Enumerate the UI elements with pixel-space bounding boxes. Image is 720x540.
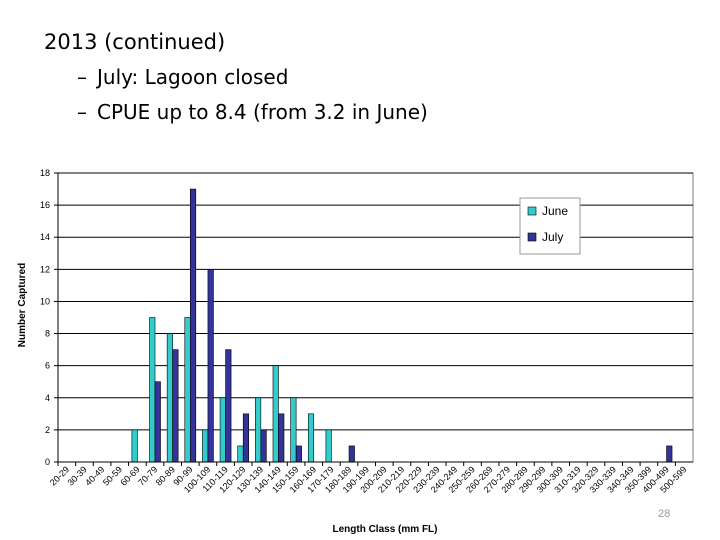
- bullet-text: July: Lagoon closed: [97, 65, 289, 89]
- bullet-text: CPUE up to 8.4 (from 3.2 in June): [97, 100, 428, 124]
- bar-july: [242, 413, 250, 463]
- legend-swatch: [527, 206, 537, 216]
- y-tick-label: 12: [40, 264, 50, 274]
- bar-july: [189, 188, 197, 463]
- y-axis-label: Number Captured: [17, 263, 28, 347]
- legend-label: July: [542, 230, 563, 244]
- bullet-dash: –: [77, 65, 87, 89]
- bar-june: [325, 429, 332, 463]
- bar-june: [237, 445, 244, 463]
- bar-july: [172, 349, 179, 463]
- bar-july: [154, 381, 161, 463]
- bar-june: [166, 333, 173, 463]
- y-tick-label: 6: [45, 361, 50, 371]
- y-tick-label: 8: [45, 329, 50, 339]
- bar-july: [348, 445, 355, 463]
- bar-july: [207, 269, 214, 463]
- bar-june: [202, 429, 209, 463]
- bar-july: [260, 429, 267, 463]
- bar-june: [184, 317, 191, 463]
- y-tick-label: 18: [40, 168, 50, 178]
- bar-june: [131, 429, 138, 463]
- bar-july: [295, 445, 302, 463]
- bar-july: [225, 349, 232, 463]
- bar-june: [149, 317, 156, 463]
- bar-july: [278, 413, 285, 463]
- bar-june: [272, 365, 279, 463]
- bullet-item: – July: Lagoon closed: [77, 65, 288, 89]
- x-axis-label: Length Class (mm FL): [332, 524, 437, 535]
- bar-june: [255, 397, 262, 463]
- bar-june: [307, 413, 315, 463]
- y-tick-label: 14: [40, 232, 50, 242]
- slide-number: 28: [658, 508, 671, 520]
- bar-july: [666, 445, 673, 463]
- bar-june: [219, 397, 226, 463]
- plot-area: [57, 172, 694, 463]
- bullet-item: – CPUE up to 8.4 (from 3.2 in June): [77, 100, 428, 124]
- length-frequency-chart: 02468101214161820-2930-3940-4950-5960-69…: [17, 168, 694, 535]
- bullet-dash: –: [77, 100, 87, 124]
- y-tick-label: 0: [45, 457, 50, 467]
- slide-heading: 2013 (continued): [44, 30, 226, 54]
- y-tick-label: 10: [40, 296, 50, 306]
- y-tick-label: 2: [45, 425, 50, 435]
- legend-swatch: [527, 232, 537, 242]
- legend-label: June: [542, 204, 568, 218]
- y-tick-label: 16: [40, 200, 50, 210]
- y-tick-label: 4: [45, 393, 50, 403]
- bar-june: [290, 397, 297, 463]
